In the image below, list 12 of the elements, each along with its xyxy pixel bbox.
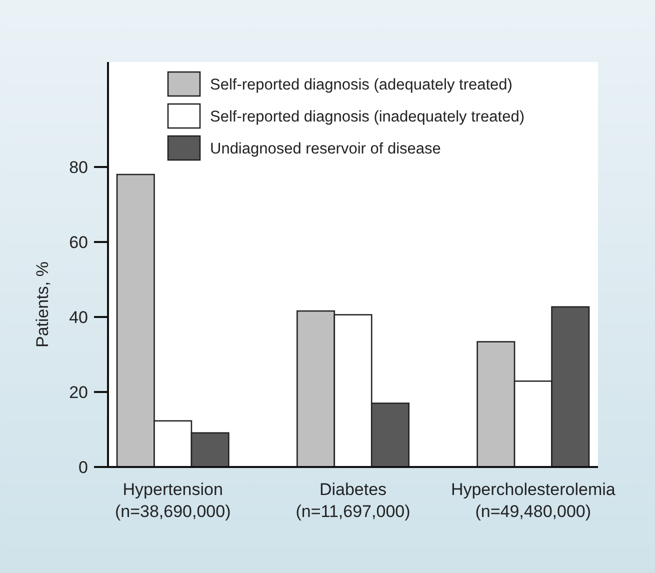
- y-tick-label: 80: [69, 158, 88, 177]
- legend-label: Self-reported diagnosis (adequately treated): [210, 76, 512, 94]
- y-tick-label: 20: [69, 382, 88, 402]
- x-tick-label: Diabetes (n=11,697,000): [296, 480, 410, 521]
- x-tick-label: Hypertension (n=38,690,000): [114, 480, 231, 521]
- y-tick-label: 60: [69, 232, 88, 252]
- y-tick-label: 0: [78, 458, 88, 477]
- x-tick-label: Hypercholesterolemia (n=49,480,000): [450, 480, 616, 521]
- y-axis-title: Patients, %: [33, 262, 52, 348]
- y-tick-label: 40: [69, 308, 88, 327]
- legend-label: Undiagnosed reservoir of disease: [210, 140, 441, 158]
- legend-label: Self-reported diagnosis (inadequately treated): [210, 108, 524, 126]
